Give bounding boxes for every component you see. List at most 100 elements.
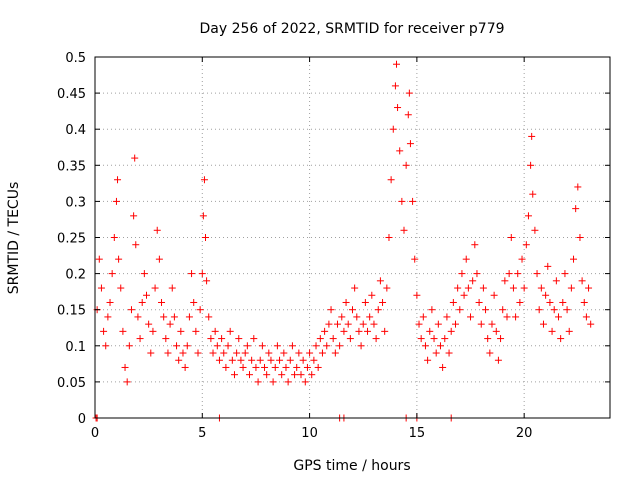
- data-point: [258, 342, 266, 350]
- data-point: [364, 327, 372, 335]
- data-point: [340, 327, 348, 335]
- data-point: [512, 313, 520, 321]
- data-point: [503, 313, 511, 321]
- data-point: [132, 241, 140, 249]
- data-point: [529, 190, 537, 198]
- data-point: [361, 298, 369, 306]
- data-point: [479, 284, 487, 292]
- data-point: [419, 313, 427, 321]
- data-point: [409, 197, 417, 205]
- data-point: [355, 327, 363, 335]
- data-point: [346, 335, 354, 343]
- data-point: [310, 356, 318, 364]
- data-point: [321, 327, 329, 335]
- data-point: [203, 277, 211, 285]
- x-tick-label: 10: [301, 426, 318, 441]
- y-tick-label: 0.5: [65, 51, 86, 66]
- data-point: [550, 306, 558, 314]
- data-point: [580, 298, 588, 306]
- data-point: [349, 306, 356, 314]
- data-point: [570, 255, 578, 263]
- data-point: [578, 277, 586, 285]
- axis-ticks: 0 0.05 0.1 0.15 0.2 0.25 0.3 0.35 0.4 0.45 0.5 0 5 10…: [57, 51, 610, 441]
- x-tick-label: 5: [198, 426, 206, 441]
- data-point: [477, 320, 485, 328]
- data-point: [237, 356, 245, 364]
- data-point: [392, 60, 400, 68]
- data-point: [574, 183, 582, 191]
- data-point: [522, 241, 530, 249]
- data-point: [434, 320, 442, 328]
- data-point: [308, 371, 316, 379]
- data-point: [241, 349, 249, 357]
- data-point: [452, 320, 459, 328]
- data-point: [151, 284, 159, 292]
- data-point: [329, 335, 337, 343]
- data-point: [119, 327, 127, 335]
- data-point: [312, 342, 320, 350]
- data-point: [104, 313, 112, 321]
- data-point: [548, 327, 556, 335]
- data-point: [110, 234, 118, 241]
- data-point: [428, 306, 436, 314]
- data-point: [462, 255, 470, 263]
- y-tick-label: 0: [78, 412, 86, 427]
- data-point: [531, 226, 539, 234]
- data-point: [518, 255, 526, 263]
- data-point: [398, 197, 406, 205]
- data-point: [140, 270, 148, 278]
- data-point: [331, 349, 339, 357]
- data-point: [155, 255, 163, 263]
- data-point: [524, 212, 532, 220]
- data-point: [134, 313, 142, 321]
- data-point: [248, 356, 256, 364]
- data-point: [456, 306, 464, 314]
- data-points: [92, 60, 595, 422]
- data-point: [149, 327, 157, 335]
- data-point: [158, 298, 166, 306]
- data-point: [406, 140, 414, 148]
- data-point: [327, 306, 335, 314]
- data-point: [177, 327, 185, 335]
- plot-frame: [94, 56, 611, 419]
- data-point: [278, 371, 286, 379]
- data-point: [533, 270, 541, 278]
- data-point: [252, 363, 260, 371]
- data-point: [473, 270, 481, 278]
- data-point: [263, 371, 271, 379]
- data-point: [563, 306, 571, 314]
- data-point: [467, 313, 475, 321]
- data-point: [402, 161, 410, 169]
- data-point: [464, 284, 472, 292]
- x-axis-label: GPS time / hours: [293, 458, 410, 474]
- data-point: [173, 342, 181, 350]
- data-point: [501, 277, 509, 285]
- data-point: [162, 335, 170, 343]
- data-point: [572, 205, 580, 213]
- data-point: [160, 313, 168, 321]
- data-point: [557, 335, 565, 343]
- data-point: [374, 306, 382, 314]
- data-point: [497, 335, 505, 343]
- data-point: [108, 270, 116, 278]
- data-point: [143, 291, 150, 299]
- data-point: [198, 270, 206, 278]
- data-point: [443, 313, 451, 321]
- data-point: [246, 371, 253, 379]
- data-point: [220, 349, 228, 357]
- data-point: [233, 349, 241, 357]
- x-tick-label: 15: [409, 426, 426, 441]
- data-point: [100, 327, 108, 335]
- data-point: [179, 349, 187, 357]
- data-point: [316, 335, 324, 343]
- data-point: [213, 342, 221, 350]
- data-point: [357, 342, 365, 350]
- data-point: [276, 356, 284, 364]
- data-point: [587, 320, 595, 328]
- data-point: [286, 356, 294, 364]
- data-point: [306, 349, 314, 357]
- data-point: [366, 313, 374, 321]
- data-point: [469, 277, 477, 285]
- data-point: [391, 82, 399, 90]
- chart-title: Day 256 of 2022, SRMTID for receiver p77…: [199, 21, 504, 37]
